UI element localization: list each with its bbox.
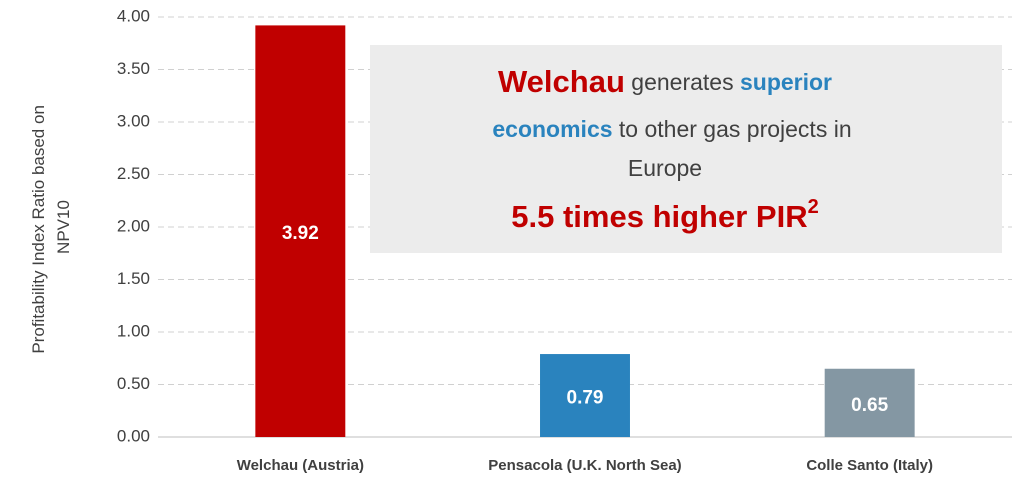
y-tick-label: 3.00 bbox=[117, 111, 150, 130]
bar bbox=[540, 354, 630, 437]
plot-area: 0.00 0.50 1.00 1.50 2.00 2.50 3.00 3.50 4.00 Welc… bbox=[117, 6, 1012, 474]
data-label: 0.79 bbox=[567, 388, 604, 409]
annotation-text: Europe bbox=[628, 155, 702, 181]
x-tick-label: Colle Santo (Italy) bbox=[806, 457, 933, 474]
annotation-highlight: economics bbox=[492, 116, 612, 142]
y-tick-label: 2.50 bbox=[117, 164, 150, 183]
annotation-line: Welchau generates superior bbox=[498, 64, 832, 99]
y-axis-label-line: NPV10 bbox=[54, 200, 73, 254]
bar bbox=[824, 368, 915, 437]
annotation-headline: 5.5 times higher PIR2 bbox=[511, 196, 818, 234]
annotation-line: economics to other gas projects in bbox=[492, 116, 851, 142]
y-tick-label: 0.50 bbox=[117, 374, 150, 393]
annotation-superscript: 2 bbox=[808, 196, 819, 218]
annotation-name: Welchau bbox=[498, 64, 625, 99]
annotation-headline-text: 5.5 times higher PIR bbox=[511, 199, 807, 234]
annotation-box bbox=[370, 45, 1002, 253]
bar bbox=[255, 25, 346, 438]
y-tick-label: 2.00 bbox=[117, 216, 150, 235]
data-label: 3.92 bbox=[282, 223, 319, 244]
y-tick-label: 1.00 bbox=[117, 321, 150, 340]
y-tick-label: 4.00 bbox=[117, 6, 150, 25]
annotation-text: to other gas projects in bbox=[613, 116, 852, 142]
y-tick-label: 1.50 bbox=[117, 269, 150, 288]
y-axis-label: Profitability Index Ratio based on NPV10 bbox=[29, 100, 73, 353]
x-tick-label: Welchau (Austria) bbox=[237, 457, 364, 474]
annotation-highlight: superior bbox=[740, 69, 832, 95]
y-axis-label-line: Profitability Index Ratio based on bbox=[29, 105, 48, 354]
y-tick-label: 0.00 bbox=[117, 426, 150, 445]
y-tick-label: 3.50 bbox=[117, 59, 150, 78]
x-tick-label: Pensacola (U.K. North Sea) bbox=[488, 457, 681, 474]
annotation-text: generates bbox=[625, 69, 740, 95]
data-label: 0.65 bbox=[851, 395, 888, 416]
